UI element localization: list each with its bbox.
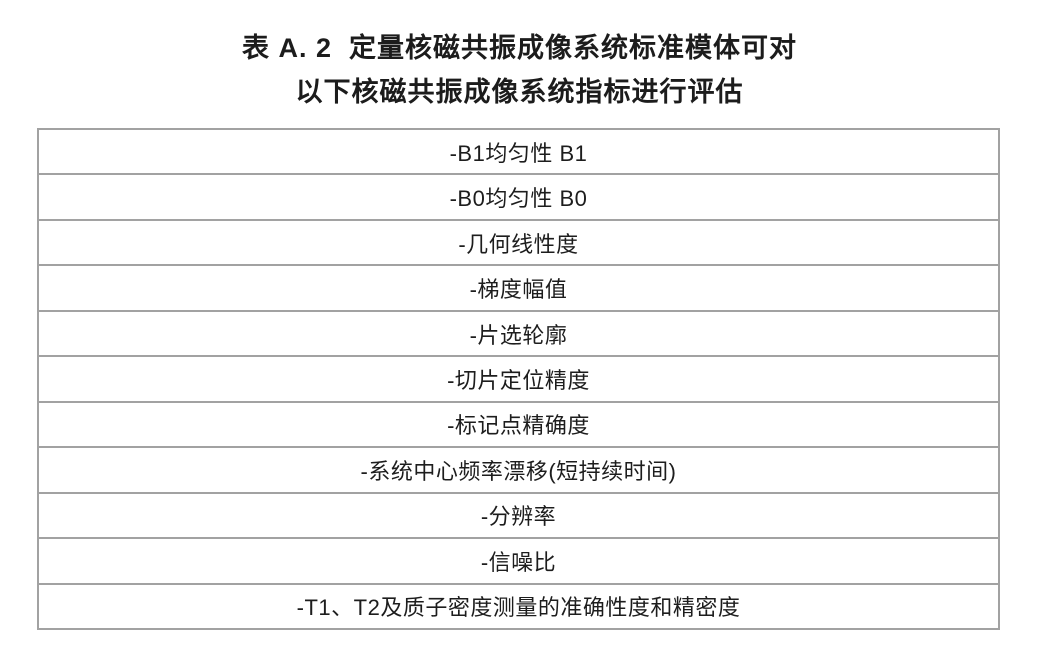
table-cell-text: -分辨率 [480, 504, 557, 530]
table-cell-text: -B1均匀性 B1 [449, 140, 588, 166]
table-cell-text: -标记点精确度 [447, 413, 590, 439]
table-row: -片选轮廓 [39, 312, 998, 358]
table-row: -几何线性度 [39, 221, 998, 267]
table-cell-text: -T1、T2及质子密度测量的准确性度和精密度 [296, 595, 741, 621]
evaluation-indicator-table: -B1均匀性 B1 -B0均匀性 B0 -几何线性度 -梯度幅值 -片选轮廓 -切片定位精… [37, 128, 1000, 630]
table-cell-text: -片选轮廓 [469, 322, 568, 348]
table-cell-text: -梯度幅值 [469, 277, 568, 303]
table-cell-text: -B0均匀性 B0 [449, 186, 588, 212]
table-row: -标记点精确度 [39, 403, 998, 449]
table-row: -梯度幅值 [39, 266, 998, 312]
table-title-line1: 表 A. 2 定量核磁共振成像系统标准模体可对 [241, 33, 798, 63]
table-row: -切片定位精度 [39, 357, 998, 403]
table-cell-text: -几何线性度 [458, 231, 579, 257]
table-row: -B1均匀性 B1 [39, 130, 998, 176]
table-cell-text: -系统中心频率漂移(短持续时间) [360, 458, 677, 484]
table-row: -B0均匀性 B0 [39, 175, 998, 221]
table-row: -T1、T2及质子密度测量的准确性度和精密度 [39, 585, 998, 628]
table-cell-text: -信噪比 [480, 549, 557, 575]
table-row: -系统中心频率漂移(短持续时间) [39, 448, 998, 494]
table-title: 表 A. 2 定量核磁共振成像系统标准模体可对 以下核磁共振成像系统指标进行评估 [0, 26, 1039, 114]
table-row: -信噪比 [39, 539, 998, 585]
table-title-line2: 以下核磁共振成像系统指标进行评估 [295, 77, 744, 107]
table-row: -分辨率 [39, 494, 998, 540]
table-cell-text: -切片定位精度 [447, 367, 590, 393]
